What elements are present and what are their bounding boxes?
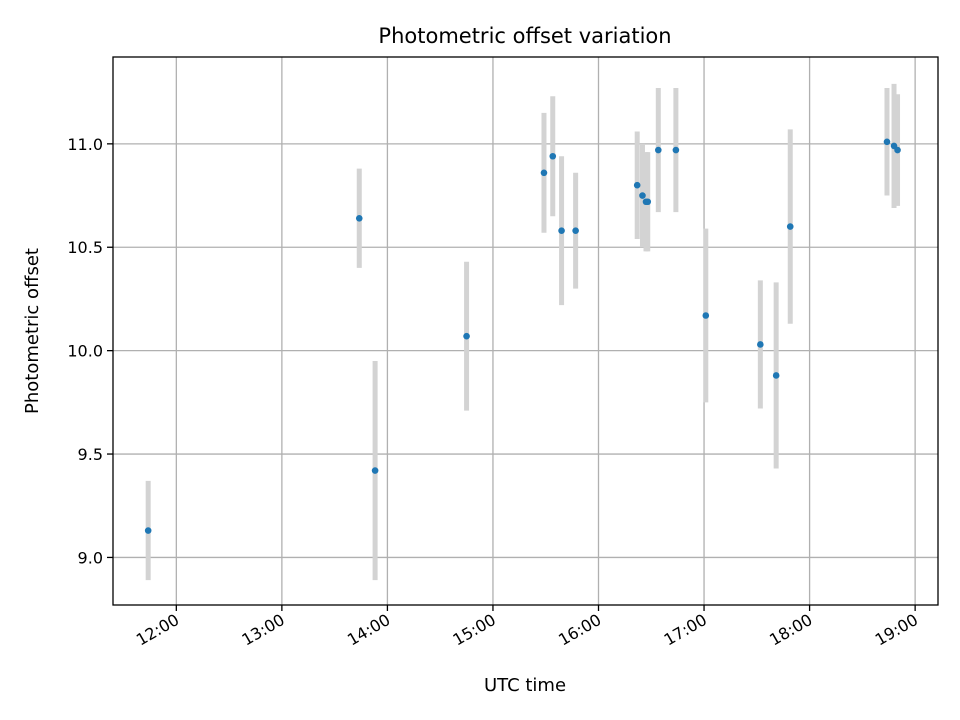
data-point xyxy=(572,227,579,235)
data-point xyxy=(549,152,557,160)
y-tick-label: 10.0 xyxy=(67,342,103,361)
data-point xyxy=(371,467,379,474)
data-point xyxy=(558,227,565,235)
y-tick-label: 9.0 xyxy=(78,548,103,567)
data-point xyxy=(786,223,794,230)
y-tick-label: 10.5 xyxy=(67,238,103,257)
data-point xyxy=(144,527,152,534)
data-point xyxy=(702,312,710,319)
y-tick-label: 9.5 xyxy=(78,445,103,464)
data-point xyxy=(633,181,641,189)
y-axis-title: Photometric offset xyxy=(22,248,43,414)
data-point xyxy=(672,146,680,154)
x-axis-title: UTC time xyxy=(484,675,566,696)
data-point xyxy=(894,146,901,154)
chart-title: Photometric offset variation xyxy=(378,24,671,48)
data-points xyxy=(144,138,901,534)
data-point xyxy=(655,146,662,154)
y-axis-ticks: 9.0 9.5 10.0 10.5 11.0 xyxy=(67,135,113,567)
data-point xyxy=(355,214,363,222)
y-tick-label: 11.0 xyxy=(67,135,103,154)
data-point xyxy=(772,372,780,379)
data-point xyxy=(540,169,548,177)
data-point xyxy=(644,198,652,206)
data-point xyxy=(757,341,764,348)
data-point xyxy=(463,332,470,340)
plot-frame xyxy=(112,56,939,606)
data-point xyxy=(883,138,891,146)
data-point xyxy=(639,192,646,199)
